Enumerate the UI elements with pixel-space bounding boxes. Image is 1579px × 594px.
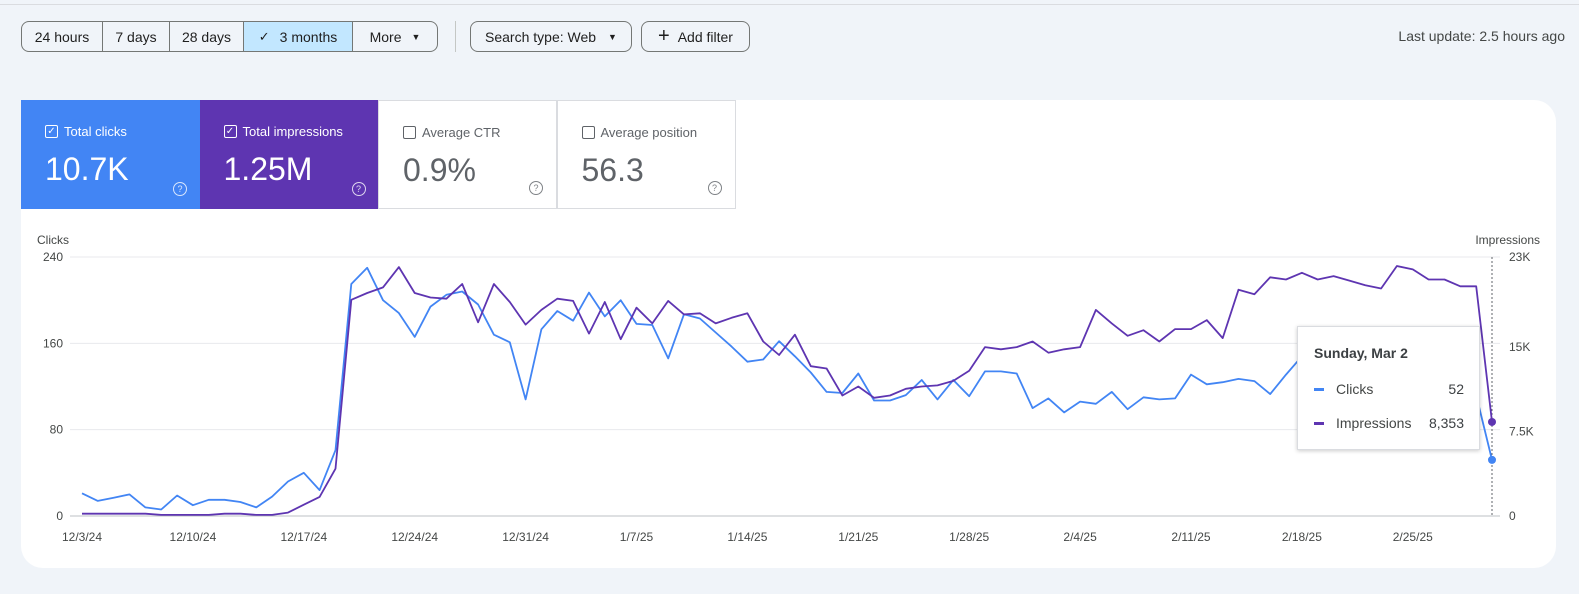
x-tick-label: 2/25/25 — [1393, 530, 1433, 544]
x-tick-label: 12/17/24 — [280, 530, 327, 544]
metric-tile[interactable]: Average CTR 0.9%? — [378, 100, 557, 209]
caret: ▼ — [608, 31, 617, 42]
metric-value: 1.25M — [223, 151, 313, 187]
check-icon: ✓ — [258, 28, 270, 44]
tooltip-value: 52 — [1448, 381, 1464, 397]
metric-label: Average position — [600, 125, 698, 140]
y2-tick-label: 7.5K — [1509, 425, 1534, 439]
tooltip-title: Sunday, Mar 2 — [1314, 345, 1408, 361]
tooltip-value: 8,353 — [1428, 415, 1464, 431]
y2-tick-label: 23K — [1509, 250, 1530, 264]
y2-tick-label: 0 — [1509, 509, 1516, 523]
date-range-label: 3 months — [279, 28, 338, 45]
caret: ▼ — [411, 31, 421, 42]
help-icon: ? — [707, 181, 722, 195]
tooltip: Sunday, Mar 2 Clicks 52 Impressions 8,353 — [1297, 326, 1480, 450]
metric-label-row: Average CTR — [403, 125, 556, 140]
checkbox — [403, 126, 416, 139]
x-tick-label: 2/4/25 — [1063, 530, 1097, 544]
x-tick-label: 12/10/24 — [170, 530, 217, 544]
y2-tick-label: 15K — [1509, 340, 1530, 354]
metric-tile[interactable]: ✓ Total impressions 1.25M? — [199, 100, 379, 209]
more-label: More — [369, 28, 402, 45]
x-tick-label: 2/18/25 — [1282, 530, 1322, 544]
search-type-button[interactable]: Search type: Web ▼ — [470, 21, 632, 52]
date-range-label: 7 days — [115, 28, 157, 45]
help-icon: ? — [351, 182, 366, 196]
metric-value: 56.3 — [581, 152, 644, 188]
help-icon: ? — [529, 181, 543, 195]
date-range-label: 24 hours — [34, 28, 90, 45]
y-tick-label: 160 — [43, 336, 63, 350]
metric-value: 10.7K — [45, 151, 129, 187]
help-icon: ? — [173, 182, 187, 196]
metric-label: Total clicks — [64, 124, 127, 139]
series-line — [82, 265, 1493, 516]
top-rule — [0, 4, 1579, 5]
legend-swatch — [1314, 421, 1324, 425]
metric-label-row: ✓ Total impressions — [223, 124, 379, 139]
legend-name: Clicks — [1336, 381, 1374, 397]
metric-label-row: ✓ Total clicks — [45, 124, 200, 139]
plus-icon: + — [658, 25, 670, 47]
x-tick-label: 1/21/25 — [838, 530, 878, 544]
metric-value: 0.9% — [403, 152, 476, 188]
checkbox: ✓ — [45, 125, 58, 138]
x-tick-label: 1/14/25 — [727, 530, 767, 544]
metric-tile[interactable]: ✓ Total clicks 10.7K? — [21, 100, 200, 209]
x-tick-label: 12/3/24 — [62, 530, 102, 544]
metric-label-row: Average position — [581, 125, 735, 140]
hover-point — [1488, 455, 1496, 464]
tooltip-row: Impressions 8,353 — [1314, 415, 1464, 431]
x-tick-label: 1/28/25 — [949, 530, 989, 544]
x-tick-label: 12/31/24 — [502, 530, 549, 544]
checkbox: ✓ — [223, 125, 237, 138]
checkbox — [581, 126, 595, 139]
divider — [455, 21, 456, 52]
tooltip-row: Clicks 52 — [1314, 381, 1464, 397]
search-type-label: Search type: Web — [485, 28, 597, 45]
hover-point — [1488, 417, 1496, 426]
metric-tile[interactable]: Average position 56.3? — [556, 100, 736, 209]
date-range-label: 28 days — [181, 28, 232, 45]
y-axis-label: Clicks — [37, 233, 69, 247]
x-tick-label: 12/24/24 — [391, 530, 438, 544]
more-button[interactable]: More ▼ — [352, 21, 438, 52]
add-filter-label: Add filter — [677, 28, 733, 45]
metric-label: Total impressions — [242, 124, 343, 139]
date-range-button[interactable]: ✓ 3 months — [243, 21, 353, 52]
y-tick-label: 240 — [43, 250, 63, 264]
series-line — [81, 266, 1493, 511]
metric-label: Average CTR — [422, 125, 501, 140]
x-tick-label: 2/11/25 — [1171, 530, 1210, 544]
legend-swatch — [1314, 387, 1324, 391]
y2-axis-label: Impressions — [1475, 233, 1540, 247]
add-filter-button[interactable]: + Add filter — [641, 21, 750, 52]
legend-name: Impressions — [1336, 415, 1412, 431]
tooltip-rows: Clicks 52 Impressions 8,353 — [1314, 381, 1464, 431]
x-tick-label: 1/7/25 — [620, 530, 654, 544]
y-tick-label: 0 — [56, 509, 63, 523]
last-update: Last update: 2.5 hours ago — [1398, 28, 1565, 44]
y-tick-label: 80 — [50, 423, 64, 437]
